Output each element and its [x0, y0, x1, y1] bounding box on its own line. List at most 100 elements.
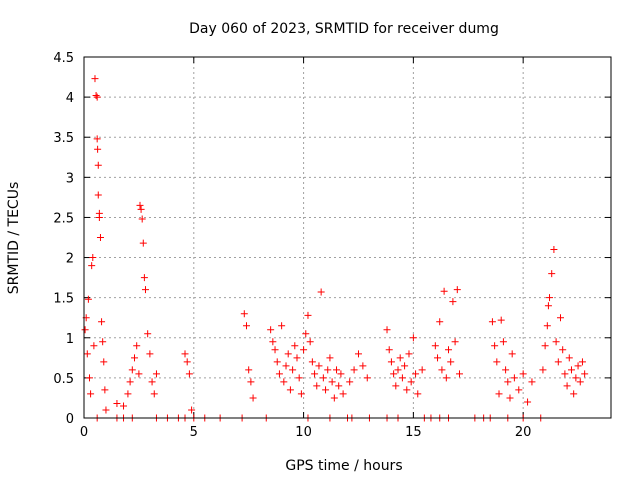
- data-point: [146, 350, 154, 358]
- data-point: [350, 366, 358, 374]
- data-point: [497, 316, 505, 324]
- data-point: [559, 346, 567, 354]
- data-point: [136, 201, 144, 209]
- data-point: [273, 358, 281, 366]
- data-point: [94, 191, 102, 199]
- data-point: [409, 334, 417, 342]
- x-tick-label: 20: [515, 425, 532, 440]
- data-point: [493, 358, 501, 366]
- data-point: [515, 386, 523, 394]
- data-point: [440, 287, 448, 295]
- data-point: [330, 394, 338, 402]
- data-point: [488, 318, 496, 326]
- data-point: [326, 354, 334, 362]
- data-points: [81, 75, 589, 422]
- data-point: [491, 342, 499, 350]
- x-tick-label: 15: [405, 425, 422, 440]
- data-point: [445, 346, 453, 354]
- chart-title: Day 060 of 2023, SRMTID for receiver dum…: [189, 21, 499, 37]
- data-point: [499, 338, 507, 346]
- data-point: [561, 370, 569, 378]
- y-tick-label: 3.5: [53, 131, 74, 146]
- data-point: [363, 374, 371, 382]
- data-point: [328, 378, 336, 386]
- data-point: [449, 298, 457, 306]
- data-point: [539, 366, 547, 374]
- data-point: [152, 370, 160, 378]
- data-point: [502, 366, 510, 374]
- data-point: [91, 75, 99, 83]
- y-tick-label: 1: [66, 332, 74, 347]
- data-point: [442, 374, 450, 382]
- data-point: [93, 135, 101, 143]
- data-point: [289, 366, 297, 374]
- data-point: [541, 342, 549, 350]
- data-point: [396, 354, 404, 362]
- data-point: [359, 362, 367, 370]
- data-point: [89, 254, 97, 262]
- x-axis-label: GPS time / hours: [285, 458, 402, 474]
- data-point: [581, 370, 589, 378]
- data-point: [403, 386, 411, 394]
- data-point: [317, 288, 325, 296]
- data-point: [100, 358, 108, 366]
- data-point: [510, 374, 518, 382]
- data-point: [567, 366, 575, 374]
- data-point: [563, 382, 571, 390]
- data-point: [337, 370, 345, 378]
- y-tick-label: 2: [66, 252, 74, 267]
- data-point: [284, 350, 292, 358]
- y-tick-label: 0.5: [53, 372, 74, 387]
- data-point: [93, 93, 101, 101]
- data-point: [315, 362, 323, 370]
- data-point: [101, 386, 109, 394]
- data-point: [96, 234, 104, 241]
- data-point: [181, 350, 189, 358]
- data-point: [278, 322, 286, 330]
- data-point: [267, 326, 275, 334]
- data-point: [113, 400, 121, 408]
- data-point: [282, 362, 290, 370]
- data-point: [544, 302, 552, 310]
- data-point: [304, 311, 312, 319]
- data-point: [387, 358, 395, 366]
- data-point: [99, 338, 107, 346]
- axis-ticks: 0 0.5 1 1.5 2 2.5 3 3.5 4 4.5 0 5 10 15 20: [53, 51, 611, 440]
- data-point: [570, 390, 578, 398]
- data-point: [291, 342, 299, 350]
- data-point: [322, 386, 330, 394]
- data-point: [333, 366, 341, 374]
- data-point: [572, 374, 580, 382]
- data-point: [293, 354, 301, 362]
- data-point: [95, 213, 103, 221]
- data-point: [308, 358, 316, 366]
- data-point: [548, 270, 556, 278]
- data-point: [398, 374, 406, 382]
- data-point: [297, 390, 305, 398]
- data-point: [85, 374, 93, 382]
- data-point: [383, 326, 391, 334]
- data-point: [576, 378, 584, 386]
- data-point: [302, 330, 310, 338]
- data-point: [335, 382, 343, 390]
- data-point: [565, 354, 573, 362]
- y-tick-label: 0: [66, 412, 74, 427]
- data-point: [150, 390, 158, 398]
- y-tick-label: 1.5: [53, 292, 74, 307]
- data-point: [346, 378, 354, 386]
- data-point: [240, 310, 248, 318]
- plot-frame: [83, 56, 612, 419]
- data-point: [451, 338, 459, 346]
- data-point: [271, 346, 279, 354]
- data-point: [313, 382, 321, 390]
- data-point: [245, 366, 253, 374]
- data-point: [87, 390, 95, 398]
- data-point: [183, 358, 191, 366]
- data-point: [124, 390, 132, 398]
- data-point: [139, 239, 147, 247]
- data-point: [578, 358, 586, 366]
- data-point: [431, 342, 439, 350]
- data-point: [412, 370, 420, 378]
- x-tick-label: 5: [190, 425, 198, 440]
